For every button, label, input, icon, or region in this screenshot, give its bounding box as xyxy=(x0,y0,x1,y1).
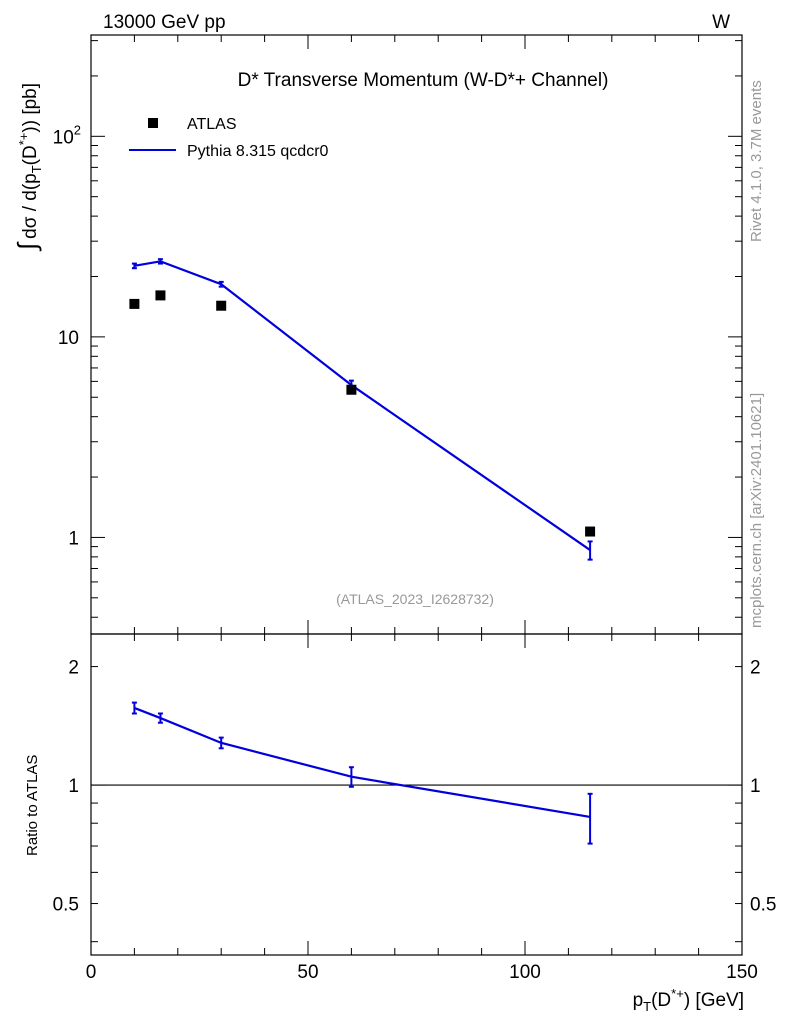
ratio-mc-series xyxy=(131,701,593,845)
legend-label-pythia: Pythia 8.315 qcdcr0 xyxy=(187,143,329,160)
main-mc-series xyxy=(131,258,593,561)
x-tick-labels: 0 50 100 150 xyxy=(86,962,758,983)
main-y-tick-label: 1 xyxy=(68,528,79,549)
ylabel-sup: *+ xyxy=(16,133,31,146)
ratio-y-axis-label: Ratio to ATLAS xyxy=(24,755,41,856)
ratio-y-tick-label-right: 1 xyxy=(750,776,761,797)
xlabel-arg: (D xyxy=(651,990,671,1011)
ratio-y-tick-label-right: 0.5 xyxy=(750,895,776,916)
tick-base: 1 xyxy=(68,528,79,549)
svg-text:∫dσ / d(pT(D*+)) [pb]: ∫ dσ / d(pT(D*+)) [pb] xyxy=(12,83,44,252)
ylabel-text-arg: (D xyxy=(20,145,41,165)
atlas-data-point xyxy=(155,290,166,301)
main-y-axis-label: ∫ dσ / d(pT(D*+)) [pb] xyxy=(12,83,44,252)
x-tick-label: 150 xyxy=(726,962,758,983)
ratio-ticks xyxy=(90,634,743,955)
x-tick-label: 0 xyxy=(86,962,97,983)
ratio-y-tick-label-left: 1 xyxy=(68,776,79,797)
analysis-tag: (ATLAS_2023_I2628732) xyxy=(336,591,494,607)
x-tick-label: 100 xyxy=(509,962,541,983)
xlabel-main: p xyxy=(633,990,644,1011)
legend-marker-atlas xyxy=(148,118,158,128)
ylabel-sub: T xyxy=(29,165,44,173)
xlabel-sub: T xyxy=(643,999,651,1014)
main-y-tick-label: 10 xyxy=(58,328,79,349)
xlabel-sup: *+ xyxy=(671,986,684,1001)
main-y-tick-label: 102 xyxy=(53,122,81,148)
xlabel-end: ) [GeV] xyxy=(684,990,744,1011)
ylabel-integral: ∫ xyxy=(12,241,42,252)
atlas-data-point xyxy=(585,526,596,537)
main-data-series xyxy=(129,290,596,537)
ratio-panel-frame xyxy=(90,633,743,956)
ratio-y-tick-label-left: 0.5 xyxy=(53,895,79,916)
x-axis-label: pT(D*+) [GeV] xyxy=(633,986,744,1014)
legend-label-atlas: ATLAS xyxy=(187,116,237,133)
chart-title: D* Transverse Momentum (W-D*+ Channel) xyxy=(238,70,609,91)
mc-line xyxy=(134,706,591,818)
ratio-y-tick-label-left: 2 xyxy=(68,658,79,679)
ratio-y-tick-label-right: 2 xyxy=(750,658,761,679)
main-ticks xyxy=(90,35,743,634)
tick-base: 10 xyxy=(58,328,79,349)
tick-exponent: 2 xyxy=(74,122,81,137)
header-process: W xyxy=(712,12,730,33)
rivet-label: Rivet 4.1.0, 3.7M events xyxy=(748,80,765,242)
atlas-data-point xyxy=(346,384,357,395)
mc-line xyxy=(134,260,591,551)
mcplots-label: mcplots.cern.ch [arXiv:2401.10621] xyxy=(748,393,765,628)
ylabel-text-main: dσ / d(p xyxy=(20,173,41,239)
legend: ATLAS Pythia 8.315 qcdcr0 xyxy=(129,116,329,160)
header-energy: 13000 GeV pp xyxy=(103,12,226,33)
atlas-data-point xyxy=(216,300,227,311)
x-tick-label: 50 xyxy=(297,962,318,983)
ratio-y-tick-labels: 0.5 0.5 1 1 2 2 xyxy=(53,658,777,916)
ylabel-text-end: )) [pb] xyxy=(20,83,41,133)
tick-base: 10 xyxy=(53,127,74,148)
atlas-data-point xyxy=(129,298,140,309)
